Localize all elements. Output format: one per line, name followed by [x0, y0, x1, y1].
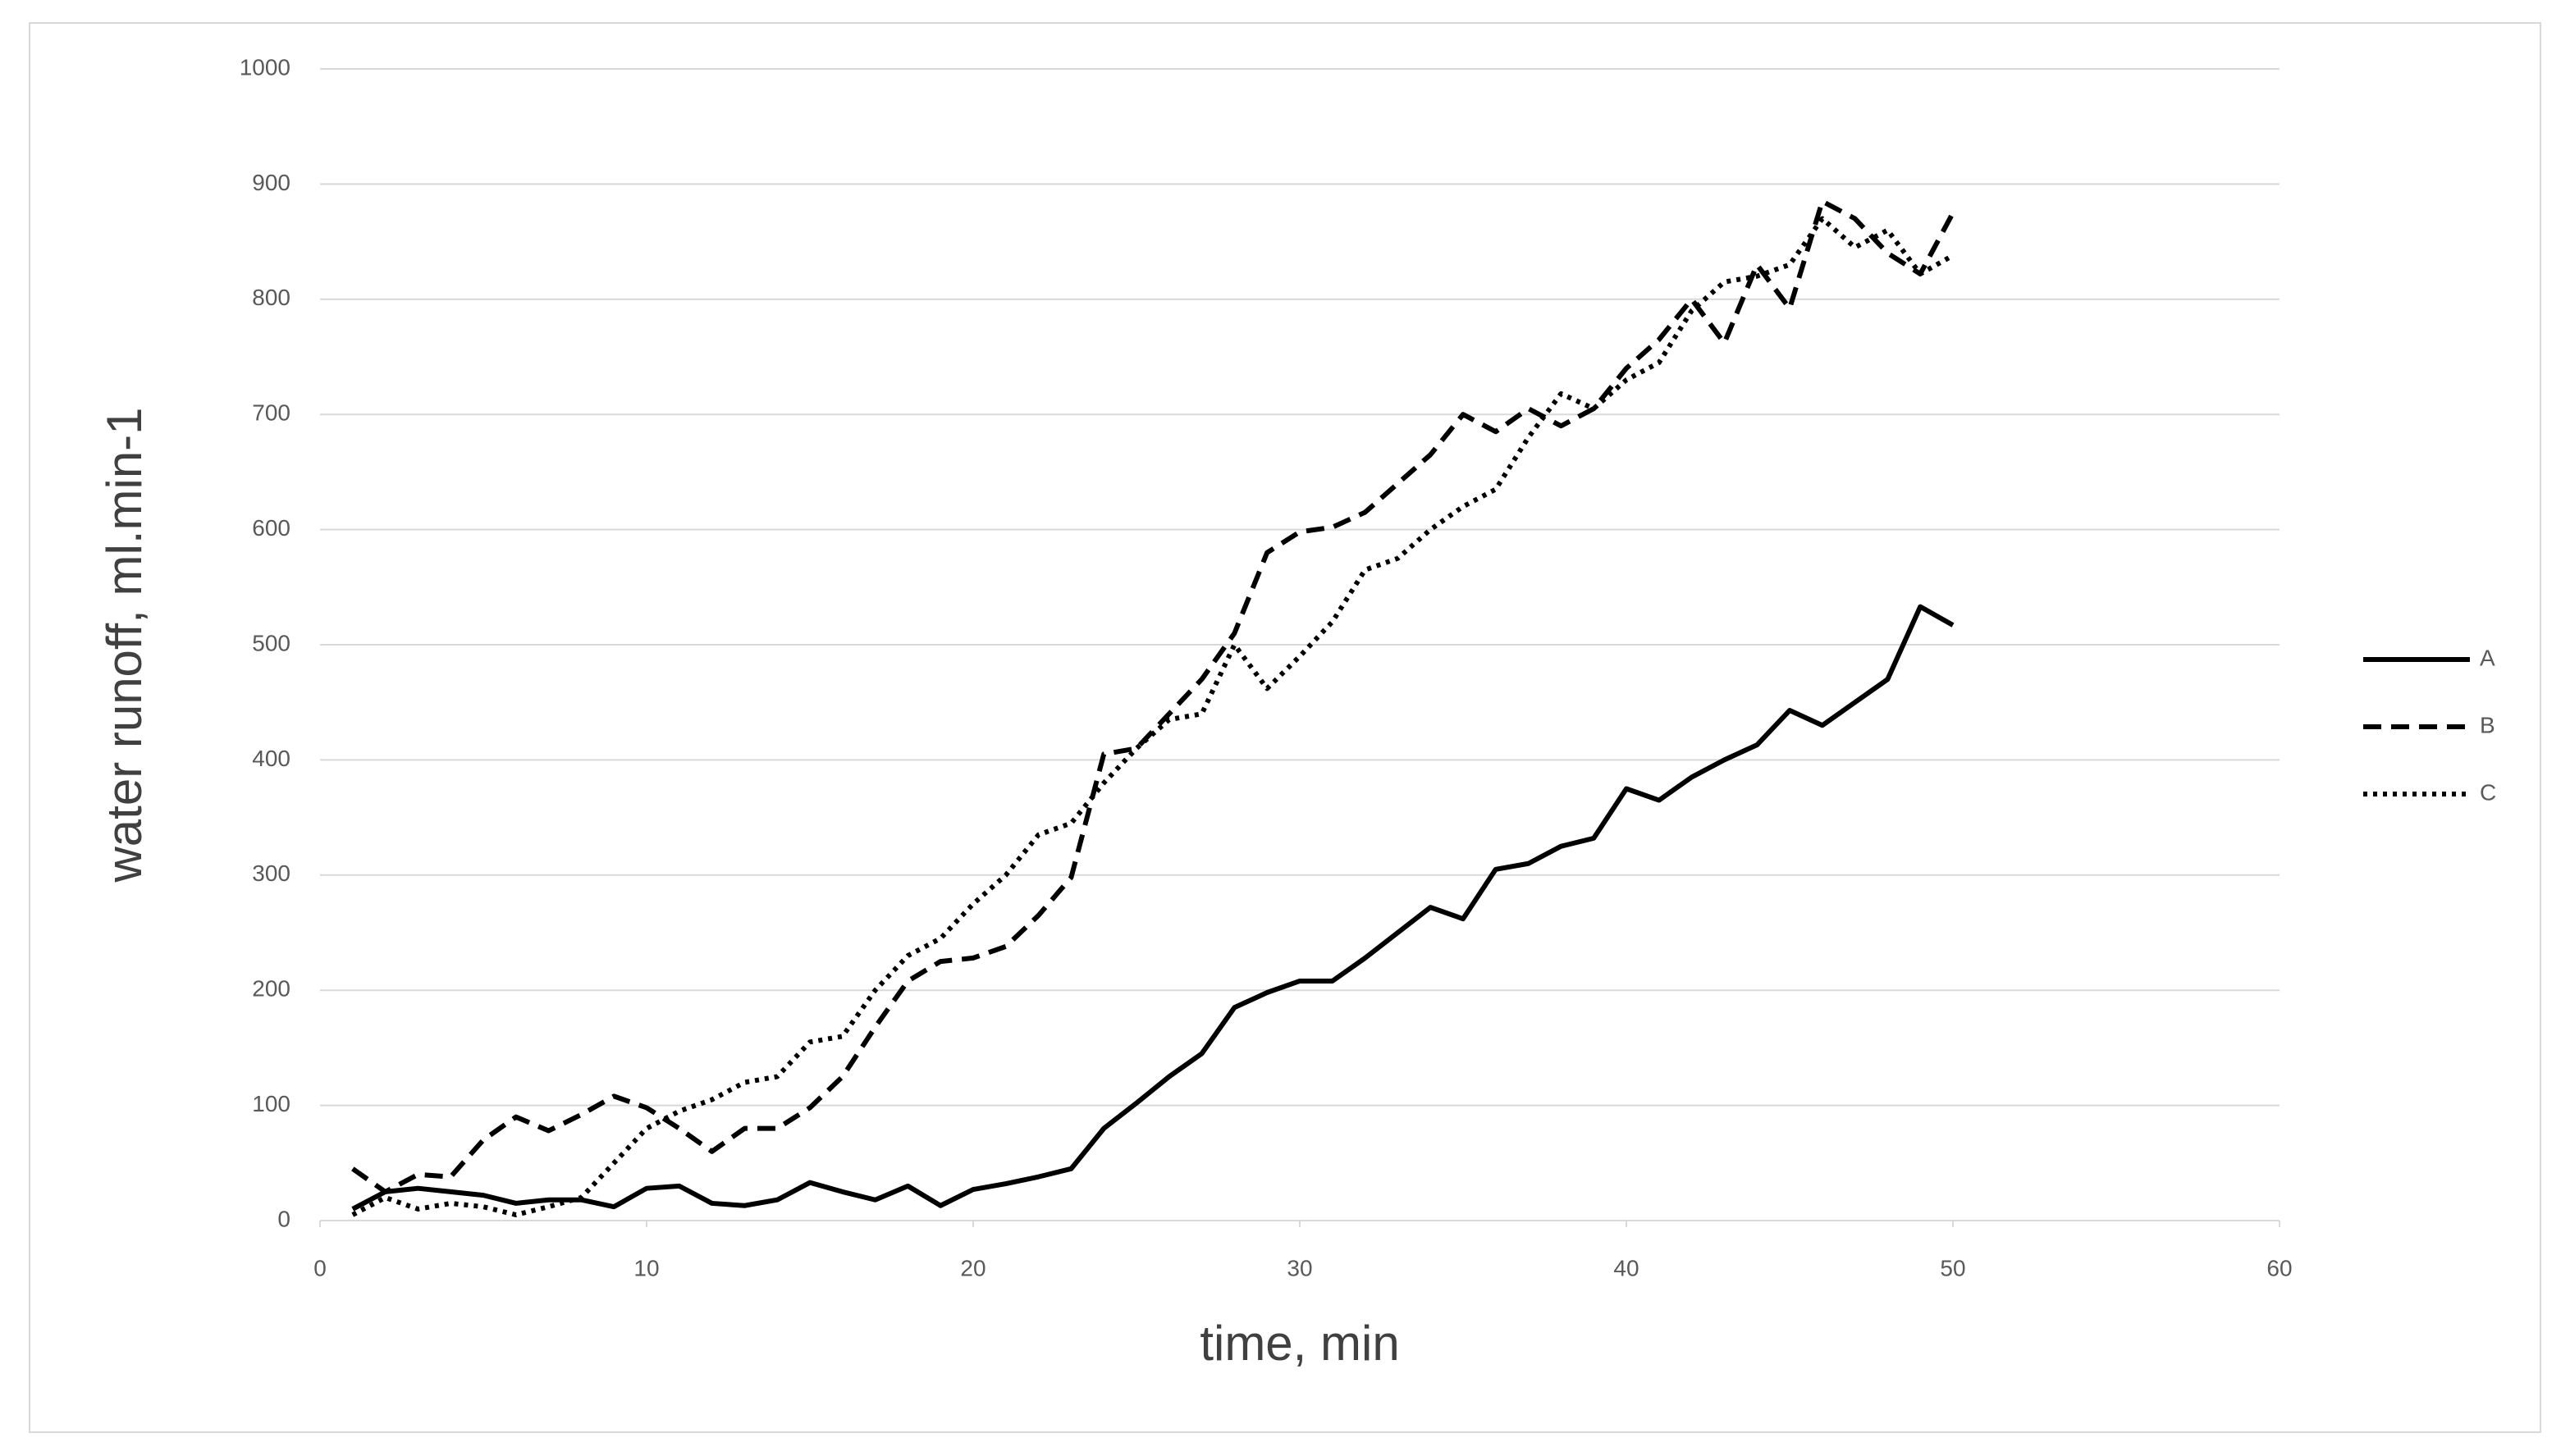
- y-tick-label: 800: [252, 285, 290, 310]
- y-tick-label: 100: [252, 1091, 290, 1116]
- x-tick-label: 10: [633, 1255, 659, 1280]
- series-line: [351, 216, 1955, 1217]
- y-tick-label: 1000: [240, 54, 290, 80]
- chart-border: [29, 22, 2541, 1433]
- x-tick-label: 40: [1613, 1255, 1639, 1280]
- x-tick-label: 60: [2266, 1255, 2292, 1280]
- legend-label: A: [2480, 645, 2495, 670]
- y-tick-label: 500: [252, 630, 290, 655]
- y-tick-label: 0: [277, 1206, 290, 1231]
- x-tick-label: 30: [1287, 1255, 1312, 1280]
- y-tick-label: 400: [252, 746, 290, 771]
- x-tick-label: 0: [313, 1255, 327, 1280]
- x-tick-label: 20: [960, 1255, 985, 1280]
- y-tick-label: 600: [252, 515, 290, 541]
- series-line: [351, 604, 1955, 1212]
- y-tick-label: 300: [252, 860, 290, 886]
- series-line: [351, 199, 1955, 1194]
- y-tick-label: 900: [252, 170, 290, 195]
- y-axis-title: water runoff, ml.min-1: [97, 407, 152, 883]
- x-axis-title: time, min: [1200, 1316, 1399, 1371]
- legend-label: B: [2480, 712, 2495, 737]
- legend-label: C: [2480, 779, 2496, 805]
- y-tick-label: 700: [252, 400, 290, 426]
- x-tick-label: 50: [1940, 1255, 1965, 1280]
- y-tick-label: 200: [252, 976, 290, 1002]
